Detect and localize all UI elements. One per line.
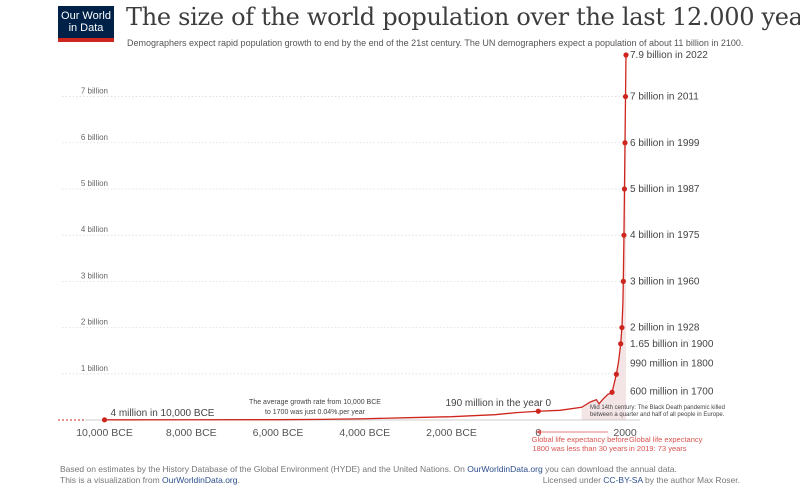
owid-logo[interactable]: Our World in Data [58,6,114,42]
logo-line-1: Our World [61,10,111,22]
data-marker-label: 5 billion in 1987 [630,184,700,195]
footer-license-text-b: by the author Max Roser. [642,475,740,485]
y-tick-label: 6 billion [81,133,108,142]
footer-visualization: This is a visualization from OurWorldinD… [60,475,240,485]
data-marker [101,417,108,423]
growth-rate-note-line-1: The average growth rate from 10,000 BCE [249,399,381,406]
chart-subtitle: Demographers expect rapid population gro… [127,38,744,48]
life-expectancy-1800-arrowhead [536,429,541,435]
data-marker-label: 4 billion in 1975 [630,230,700,241]
footer-source-text-a: Based on estimates by the History Databa… [60,464,468,474]
data-marker-label: 2 billion in 1928 [630,323,700,334]
population-line [104,54,627,421]
x-tick-label: 2000 [613,427,637,439]
logo-accent-bar [58,38,114,42]
black-death-note-line-2: between a quarter and half of all people… [590,412,725,418]
data-marker-label: 7.9 billion in 2022 [630,50,708,61]
series-line [104,54,627,421]
population-area [581,55,626,420]
y-tick-label: 4 billion [81,225,108,234]
black-death-note-line-1: Mid 14th century: The Black Death pandem… [590,405,725,411]
data-marker [535,408,541,414]
x-tick-label: 8,000 BCE [166,427,217,439]
x-tick-label: 10,000 BCE [76,427,133,439]
data-marker-label: 1.65 billion in 1900 [630,339,714,350]
y-tick-label: 5 billion [81,179,108,188]
y-tick-label: 3 billion [81,271,108,280]
y-axis-labels: 1 billion 2 billion 3 billion 4 billion 5 bi… [81,87,108,373]
data-marker-label: 990 million in 1800 [630,358,714,369]
footer-license-text-a: Licensed under [542,475,604,485]
footer-visualization-text-b: . [237,475,240,485]
data-markers: 4 million in 10,000 BCE 190 million in th… [101,50,714,423]
data-marker [609,389,615,395]
life-expectancy-2019-note-line-2: in 2019: 73 years [629,444,687,453]
life-expectancy-2019-note-line-1: Global life expectancy [629,435,703,444]
data-marker [622,93,629,100]
annotations: The average growth rate from 10,000 BCE … [249,399,725,453]
data-marker-label: 190 million in the year 0 [445,398,551,409]
footer-visualization-text-a: This is a visualization from [60,475,163,485]
footer-license: Licensed under CC-BY-SA by the author Ma… [543,475,740,485]
data-marker-label: 3 billion in 1960 [630,276,700,287]
life-expectancy-1800-note-line-2: 1800 was less than 30 years [532,444,627,453]
area-fill [581,55,626,420]
x-tick-label: 6,000 BCE [253,427,304,439]
chart-title: The size of the world population over th… [126,3,800,31]
y-tick-label: 1 billion [81,364,108,373]
data-marker [621,232,627,238]
y-tick-label: 2 billion [81,318,108,327]
data-marker [613,371,619,377]
x-tick-label: 4,000 BCE [339,427,390,439]
footer-license-link[interactable]: CC-BY-SA [603,475,643,485]
data-marker [621,186,628,192]
y-tick-label: 7 billion [81,87,108,96]
gridlines [62,96,626,375]
data-marker-label: 4 million in 10,000 BCE [111,408,215,419]
data-marker-label: 600 million in 1700 [630,386,714,397]
x-axis-labels: 10,000 BCE 8,000 BCE 6,000 BCE 4,000 BCE 2,0… [76,427,637,439]
growth-rate-note-line-2: to 1700 was just 0.04%.per year [265,409,366,416]
data-marker-label: 6 billion in 1999 [630,138,700,149]
data-marker [623,52,629,58]
footer-source: Based on estimates by the History Databa… [60,464,677,474]
data-marker-label: 7 billion in 2011 [630,92,699,103]
footer-source-text-b: you can download the annual data. [542,464,677,474]
data-marker [619,324,625,331]
footer-owid-link-1[interactable]: OurWorldinData.org [467,464,543,474]
data-marker [620,278,626,284]
data-marker [622,140,628,146]
footer-owid-link-2[interactable]: OurWorldinData.org [162,475,238,485]
x-tick-label: 2,000 BCE [426,427,477,439]
logo-line-2: in Data [68,22,104,34]
life-expectancy-1800-note-line-1: Global life expectancy before [532,435,629,444]
data-marker [618,341,624,347]
